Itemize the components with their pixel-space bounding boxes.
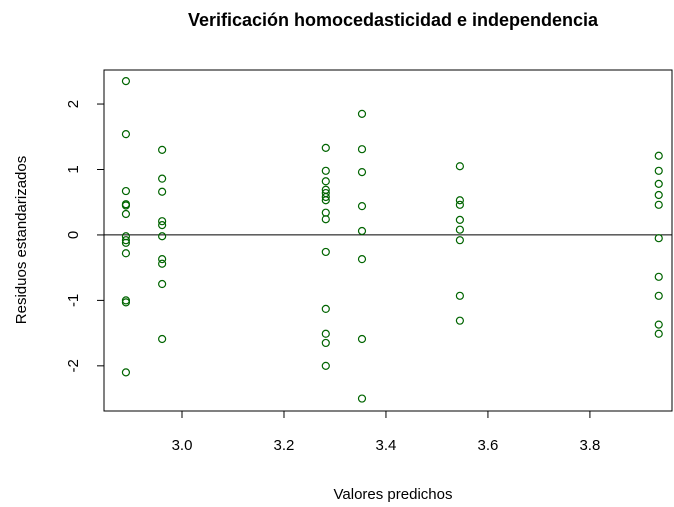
point <box>158 174 167 183</box>
point <box>654 179 663 188</box>
x-tick-label: 3.8 <box>579 437 600 454</box>
point <box>158 187 167 196</box>
point <box>455 291 464 300</box>
x-axis-label: Valores predichos <box>334 486 453 503</box>
point <box>654 190 663 200</box>
point <box>321 196 330 205</box>
point <box>121 201 131 210</box>
point <box>654 272 663 281</box>
point <box>357 255 367 264</box>
point <box>158 221 167 230</box>
y-axis-label: Residuos estandarizados <box>13 156 30 324</box>
x-tick-label: 3.2 <box>274 437 295 454</box>
point <box>121 368 131 377</box>
point <box>158 145 167 154</box>
x-tick-label: 3.6 <box>478 437 499 454</box>
point <box>654 329 663 338</box>
y-tick-label: -2 <box>65 359 82 372</box>
point <box>455 316 464 325</box>
point <box>321 247 330 257</box>
point <box>357 226 367 236</box>
point <box>158 259 167 268</box>
point <box>121 236 131 245</box>
point <box>121 209 131 219</box>
point <box>654 320 663 329</box>
y-tick-label: 0 <box>65 231 82 239</box>
point <box>321 329 330 338</box>
point <box>455 236 464 245</box>
point <box>121 298 131 307</box>
point <box>455 225 464 234</box>
point <box>654 234 663 243</box>
point <box>321 215 330 224</box>
plot-frame <box>103 69 673 412</box>
point <box>158 334 167 344</box>
point <box>321 338 330 348</box>
point <box>121 77 131 86</box>
point <box>121 186 131 196</box>
point <box>321 304 330 313</box>
point <box>158 232 167 241</box>
point <box>455 200 464 209</box>
point <box>121 249 131 258</box>
point <box>321 192 330 202</box>
chart-title: Verificación homocedasticidad e independ… <box>188 10 599 30</box>
point <box>357 168 367 177</box>
point <box>357 109 367 118</box>
point <box>357 145 367 154</box>
point <box>158 217 167 226</box>
point <box>455 162 464 171</box>
point <box>121 130 131 139</box>
point <box>158 255 167 264</box>
point <box>321 177 330 186</box>
y-tick-label: 1 <box>65 165 82 173</box>
point <box>357 394 367 403</box>
y-tick-label: -1 <box>65 294 82 307</box>
point <box>455 196 464 205</box>
point <box>321 166 330 175</box>
point <box>357 202 367 211</box>
point <box>455 215 464 224</box>
point <box>654 166 663 175</box>
point <box>321 143 330 152</box>
point <box>357 334 367 344</box>
point <box>321 361 330 370</box>
point <box>654 200 663 209</box>
x-tick-label: 3.0 <box>172 437 193 454</box>
y-tick-label: 2 <box>65 100 82 108</box>
point <box>654 291 663 300</box>
point <box>158 279 167 289</box>
x-tick-label: 3.4 <box>376 437 397 454</box>
point <box>654 151 663 160</box>
point <box>121 238 131 247</box>
